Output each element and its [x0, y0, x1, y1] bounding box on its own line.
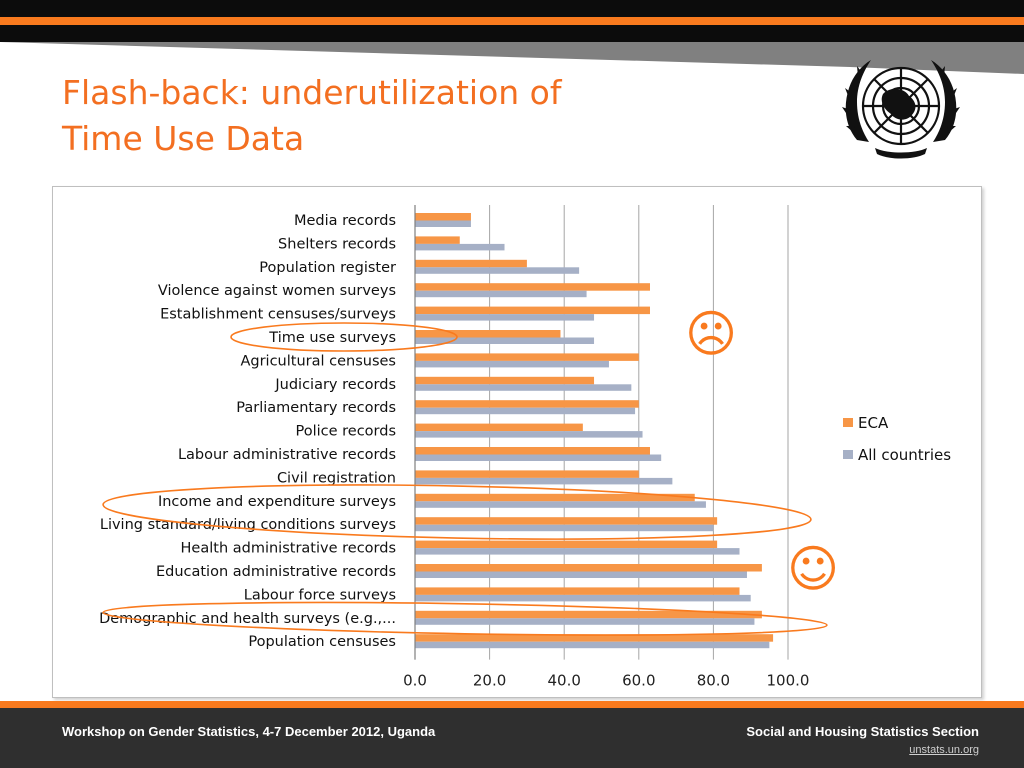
category-label: Agricultural censuses: [240, 353, 396, 369]
bar-all-countries: [415, 220, 471, 227]
legend-label: All countries: [858, 446, 951, 464]
footer-workshop-text: Workshop on Gender Statistics, 4-7 Decem…: [62, 724, 436, 739]
legend-label: ECA: [858, 414, 889, 432]
x-tick-label: 0.0: [403, 672, 427, 690]
bar-eca: [415, 470, 639, 478]
bar-all-countries: [415, 477, 673, 485]
slide-title-line-1: Flash-back: underutilization of: [62, 73, 562, 112]
category-label: Parliamentary records: [236, 400, 396, 416]
category-label: Population register: [259, 260, 396, 276]
legend-swatch: [843, 418, 853, 427]
bar-all-countries: [415, 454, 662, 461]
bar-all-countries: [415, 267, 580, 274]
bar-eca: [415, 376, 595, 385]
bar-all-countries: [415, 594, 751, 602]
bar-eca: [415, 564, 762, 572]
header-black-wedge: [0, 25, 1024, 42]
highlight-time-use: [230, 322, 458, 352]
category-label: Demographic and health surveys (e.g.,...: [99, 611, 396, 627]
bar-all-countries: [415, 501, 706, 508]
bar-chart: 0.0 20.0 40.0 60.0 80.0 100.0 Media records She…: [99, 205, 951, 690]
category-label: Health administrative records: [181, 541, 396, 557]
bar-eca: [415, 330, 561, 338]
bar-eca: [415, 540, 718, 549]
bar-all-countries: [415, 618, 755, 625]
header-black-bar: [0, 0, 1024, 17]
bar-all-countries: [415, 384, 632, 391]
bar-all-countries: [415, 290, 587, 298]
footer-section-text: Social and Housing Statistics Section: [746, 724, 979, 739]
bar-eca: [415, 587, 740, 595]
bar-eca: [415, 493, 695, 502]
x-tick-label: 80.0: [697, 672, 730, 690]
category-label: Living standard/living conditions survey…: [100, 517, 396, 533]
category-label: Time use surveys: [268, 330, 396, 346]
category-label: Violence against women surveys: [158, 283, 396, 299]
bar-eca: [415, 517, 718, 525]
category-label: Population censuses: [248, 634, 396, 650]
bar-all-countries: [415, 243, 505, 251]
bar-eca: [415, 259, 527, 268]
bar-eca: [415, 610, 762, 619]
highlight-dhs: [102, 601, 828, 636]
category-label: Labour administrative records: [178, 447, 396, 463]
category-label: Civil registration: [277, 470, 396, 486]
un-emblem-logo: [842, 60, 960, 159]
bar-eca: [415, 634, 774, 642]
footer-bar: Workshop on Gender Statistics, 4-7 Decem…: [0, 708, 1024, 768]
bar-all-countries: [415, 431, 643, 438]
footer-orange-stripe: [0, 701, 1024, 708]
bar-eca: [415, 283, 650, 291]
bar-eca: [415, 236, 460, 244]
bar-all-countries: [415, 571, 747, 578]
header-orange-stripe: [0, 17, 1024, 25]
category-label: Judiciary records: [274, 377, 396, 393]
legend-swatch: [843, 450, 853, 459]
bar-all-countries: [415, 548, 740, 555]
highlight-income-living: [102, 484, 812, 540]
header-gray-band: [0, 25, 1024, 74]
bar-eca: [415, 447, 650, 455]
bar-eca: [415, 353, 639, 361]
x-tick-label: 40.0: [547, 672, 580, 690]
bar-all-countries: [415, 524, 714, 532]
x-tick-label: 100.0: [767, 672, 810, 690]
category-label: Income and expenditure surveys: [158, 494, 396, 510]
x-tick-label: 20.0: [473, 672, 506, 690]
bar-all-countries: [415, 360, 609, 368]
bar-eca: [415, 306, 650, 315]
chart-panel: 0.0 20.0 40.0 60.0 80.0 100.0 Media records She…: [52, 186, 982, 698]
bar-eca: [415, 423, 583, 432]
category-label: Media records: [294, 213, 396, 229]
category-label: Education administrative records: [156, 564, 396, 580]
bar-all-countries: [415, 641, 770, 649]
category-label: Establishment censuses/surveys: [160, 307, 396, 323]
slide-title: Flash-back: underutilization of Time Use…: [62, 70, 561, 162]
footer-website-link[interactable]: unstats.un.org: [909, 744, 979, 756]
category-label: Police records: [295, 424, 396, 440]
x-tick-label: 60.0: [622, 672, 655, 690]
bar-eca: [415, 213, 471, 221]
slide-title-line-2: Time Use Data: [62, 119, 305, 158]
happy-face-icon: ☺: [787, 540, 839, 598]
sad-face-icon: ☹: [685, 305, 737, 363]
bar-all-countries: [415, 337, 595, 344]
bar-all-countries: [415, 407, 636, 415]
bar-all-countries: [415, 314, 595, 321]
bar-eca: [415, 400, 639, 408]
header-gray-wedge: [0, 42, 1024, 74]
category-label: Shelters records: [278, 236, 396, 252]
category-label: Labour force surveys: [244, 587, 396, 603]
